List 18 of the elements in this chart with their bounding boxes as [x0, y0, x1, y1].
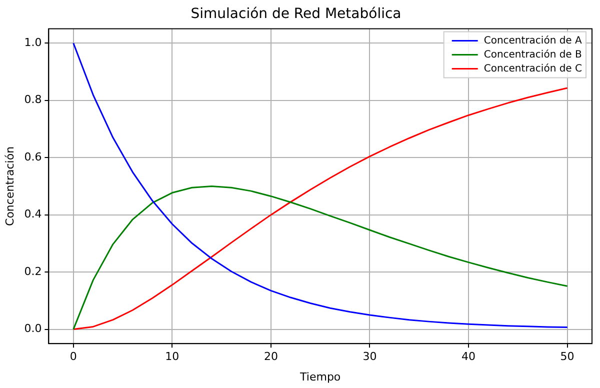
legend-label: Concentración de A	[484, 35, 582, 46]
x-tick-label: 20	[264, 350, 278, 364]
legend-label: Concentración de B	[484, 49, 582, 60]
x-tick-label: 30	[362, 350, 377, 364]
x-axis-title: Tiempo	[299, 370, 341, 384]
x-tick-label: 50	[560, 350, 574, 364]
y-tick-label: 1.0	[24, 36, 42, 49]
y-tick-label: 0.8	[24, 93, 42, 106]
x-tick-label: 0	[70, 350, 77, 364]
y-tick-label: 0.2	[24, 264, 42, 278]
y-tick-label: 0.0	[24, 322, 42, 336]
chart-title: Simulación de Red Metabólica	[190, 6, 402, 22]
y-tick-label: 0.6	[24, 150, 42, 164]
x-tick-label: 10	[165, 350, 180, 364]
y-axis-title: Concentración	[3, 146, 16, 226]
x-tick-label: 40	[462, 350, 476, 364]
y-tick-label: 0.4	[24, 208, 42, 221]
legend-label: Concentración de C	[484, 63, 582, 74]
